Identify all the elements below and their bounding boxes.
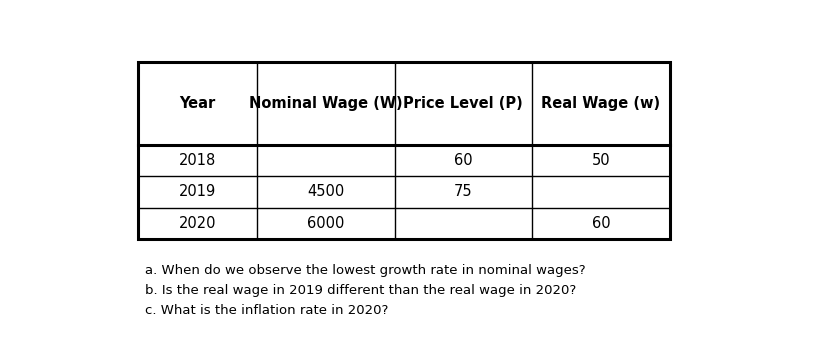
Text: 50: 50 (591, 153, 610, 168)
Text: 6000: 6000 (307, 216, 344, 231)
Text: 2019: 2019 (179, 185, 216, 200)
Text: Nominal Wage (W): Nominal Wage (W) (249, 96, 402, 111)
Text: 75: 75 (454, 185, 472, 200)
Text: b. Is the real wage in 2019 different than the real wage in 2020?: b. Is the real wage in 2019 different th… (145, 284, 576, 297)
Text: 60: 60 (591, 216, 610, 231)
Text: 4500: 4500 (307, 185, 344, 200)
Text: Price Level (P): Price Level (P) (403, 96, 523, 111)
Text: Year: Year (179, 96, 216, 111)
Text: c. What is the inflation rate in 2020?: c. What is the inflation rate in 2020? (145, 304, 388, 317)
Text: a. When do we observe the lowest growth rate in nominal wages?: a. When do we observe the lowest growth … (145, 264, 586, 277)
Text: 60: 60 (454, 153, 472, 168)
Text: 2018: 2018 (179, 153, 216, 168)
Text: Real Wage (w): Real Wage (w) (541, 96, 661, 111)
Text: 2020: 2020 (179, 216, 216, 231)
